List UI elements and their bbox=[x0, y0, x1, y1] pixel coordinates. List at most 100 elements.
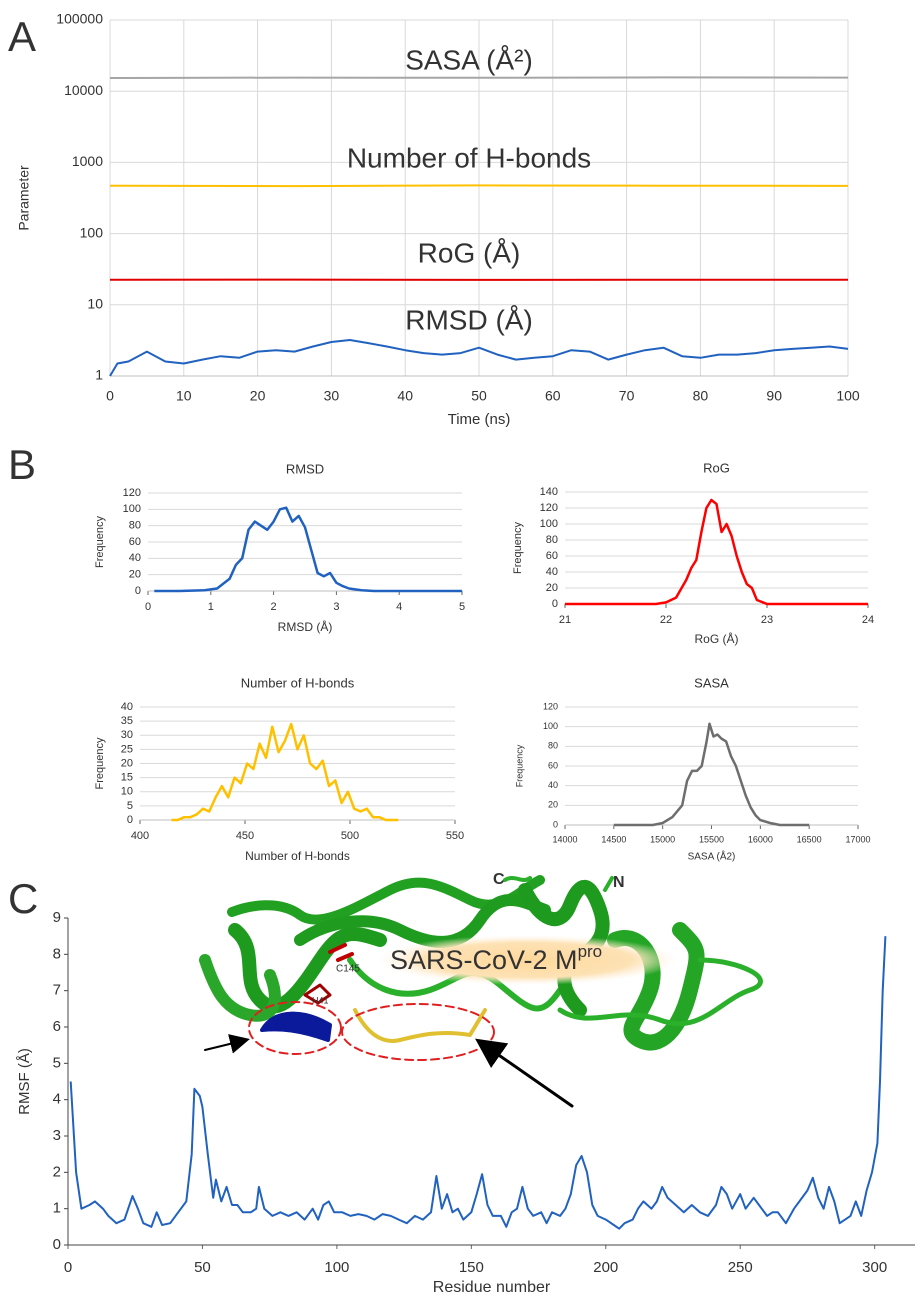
x-axis-label: Time (ns) bbox=[448, 411, 511, 428]
chart: 0 20 40 60 80 100 120 140 21 22 23 24 RoG (Å) Frequen… bbox=[512, 460, 874, 646]
x-tick-label: 100 bbox=[324, 1259, 349, 1276]
data-line bbox=[109, 184, 849, 188]
y-tick-label: 30 bbox=[121, 729, 133, 741]
y-tick-label: 20 bbox=[129, 569, 141, 581]
y-tick-label: 100 bbox=[80, 224, 104, 240]
data-line bbox=[69, 936, 887, 1230]
chart-title: RMSD bbox=[286, 461, 324, 476]
residue-label: H41 bbox=[312, 995, 329, 1005]
series-label: SASA (Å²) bbox=[405, 44, 533, 75]
y-tick-label: 60 bbox=[546, 550, 558, 562]
terminus-label: C bbox=[493, 871, 505, 888]
x-axis-label: SASA (Å2) bbox=[688, 850, 736, 863]
y-tick-label: 40 bbox=[129, 552, 141, 564]
x-tick-label: 2 bbox=[271, 601, 277, 613]
y-axis-label: Frequency bbox=[512, 522, 524, 574]
y-tick-label: 20 bbox=[546, 582, 558, 594]
protein-superscript: pro bbox=[578, 942, 603, 961]
x-axis-label: Number of H-bonds bbox=[245, 849, 350, 863]
x-tick-label: 60 bbox=[545, 388, 561, 404]
y-tick-label: 0 bbox=[552, 598, 558, 610]
x-tick-label: 14000 bbox=[552, 834, 577, 844]
data-line bbox=[613, 722, 810, 827]
residue-label: C145 bbox=[336, 964, 360, 975]
y-tick-label: 1000 bbox=[72, 153, 103, 169]
x-tick-label: 80 bbox=[693, 388, 709, 404]
y-tick-label: 60 bbox=[129, 536, 141, 548]
chart-title: SASA bbox=[694, 675, 729, 690]
y-tick-label: 40 bbox=[548, 780, 558, 790]
data-line bbox=[171, 722, 399, 822]
y-tick-label: 100000 bbox=[56, 11, 103, 27]
x-tick-label: 15500 bbox=[699, 834, 724, 844]
panel-label: B bbox=[8, 441, 36, 488]
x-tick-label: 50 bbox=[194, 1259, 211, 1276]
y-tick-label: 0 bbox=[53, 1236, 61, 1253]
x-tick-label: 0 bbox=[64, 1259, 72, 1276]
protein-label: SARS-CoV-2 Mpro bbox=[390, 942, 602, 975]
panel-label: C bbox=[8, 875, 38, 922]
x-tick-label: 90 bbox=[766, 388, 782, 404]
x-tick-label: 14500 bbox=[601, 834, 626, 844]
y-tick-label: 9 bbox=[53, 909, 61, 926]
y-tick-label: 140 bbox=[540, 486, 558, 498]
y-tick-label: 40 bbox=[546, 566, 558, 578]
y-tick-label: 80 bbox=[548, 741, 558, 751]
y-tick-label: 25 bbox=[121, 743, 133, 755]
y-tick-label: 80 bbox=[129, 520, 141, 532]
x-tick-label: 22 bbox=[660, 614, 672, 626]
y-tick-label: 20 bbox=[121, 757, 133, 769]
x-tick-label: 150 bbox=[459, 1259, 484, 1276]
y-tick-label: 60 bbox=[548, 760, 558, 770]
y-tick-label: 100 bbox=[540, 518, 558, 530]
y-tick-label: 15 bbox=[121, 772, 133, 784]
chart: 1 10 100 1000 10000 100000 0 10 20 30 40 50 60 70 80 90… bbox=[8, 11, 860, 428]
y-tick-label: 2 bbox=[53, 1163, 61, 1180]
x-tick-label: 500 bbox=[341, 830, 359, 842]
series-label: RMSD (Å) bbox=[405, 304, 533, 335]
terminus-label: N bbox=[613, 874, 625, 891]
y-tick-label: 5 bbox=[127, 800, 133, 812]
y-tick-label: 80 bbox=[546, 534, 558, 546]
x-tick-label: 20 bbox=[250, 388, 266, 404]
chart-title: RoG bbox=[703, 460, 730, 475]
chart: 0 5 10 15 20 25 30 35 40 400 450 500 550 Number of H-… bbox=[94, 675, 464, 863]
x-tick-label: 250 bbox=[728, 1259, 753, 1276]
y-tick-label: 0 bbox=[127, 814, 133, 826]
protein-structure bbox=[199, 875, 763, 1108]
x-axis-label: RoG (Å) bbox=[694, 631, 738, 646]
y-tick-label: 120 bbox=[543, 701, 558, 711]
x-tick-label: 550 bbox=[446, 830, 464, 842]
y-tick-label: 5 bbox=[53, 1054, 61, 1071]
x-tick-label: 16500 bbox=[797, 834, 822, 844]
x-tick-label: 450 bbox=[236, 830, 254, 842]
x-axis-label: Residue number bbox=[433, 1279, 551, 1296]
data-line bbox=[109, 76, 849, 79]
y-tick-label: 8 bbox=[53, 945, 61, 962]
chart: 0 20 40 60 80 100 120 0 1 2 3 4 5 RMSD (Å) Frequency RM… bbox=[8, 441, 465, 634]
y-tick-label: 1 bbox=[53, 1200, 61, 1217]
y-tick-label: 0 bbox=[135, 585, 141, 597]
series-label: Number of H-bonds bbox=[347, 142, 591, 173]
x-tick-label: 100 bbox=[836, 388, 860, 404]
y-tick-label: 100 bbox=[123, 503, 141, 515]
x-tick-label: 70 bbox=[619, 388, 635, 404]
y-tick-label: 120 bbox=[540, 502, 558, 514]
data-line bbox=[565, 498, 868, 606]
data-line bbox=[154, 506, 462, 593]
x-tick-label: 17000 bbox=[845, 834, 870, 844]
y-tick-label: 6 bbox=[53, 1018, 61, 1035]
x-tick-label: 5 bbox=[459, 601, 465, 613]
x-tick-label: 3 bbox=[333, 601, 339, 613]
y-tick-label: 100 bbox=[543, 721, 558, 731]
y-tick-label: 10 bbox=[87, 296, 103, 312]
y-axis-label: Frequency bbox=[514, 744, 524, 787]
y-tick-label: 20 bbox=[548, 800, 558, 810]
y-axis-label: Parameter bbox=[16, 165, 32, 231]
x-tick-label: 16000 bbox=[748, 834, 773, 844]
y-tick-label: 4 bbox=[53, 1091, 61, 1108]
x-axis-label: RMSD (Å) bbox=[278, 619, 333, 634]
y-tick-label: 10000 bbox=[64, 82, 103, 98]
y-tick-label: 120 bbox=[123, 487, 141, 499]
